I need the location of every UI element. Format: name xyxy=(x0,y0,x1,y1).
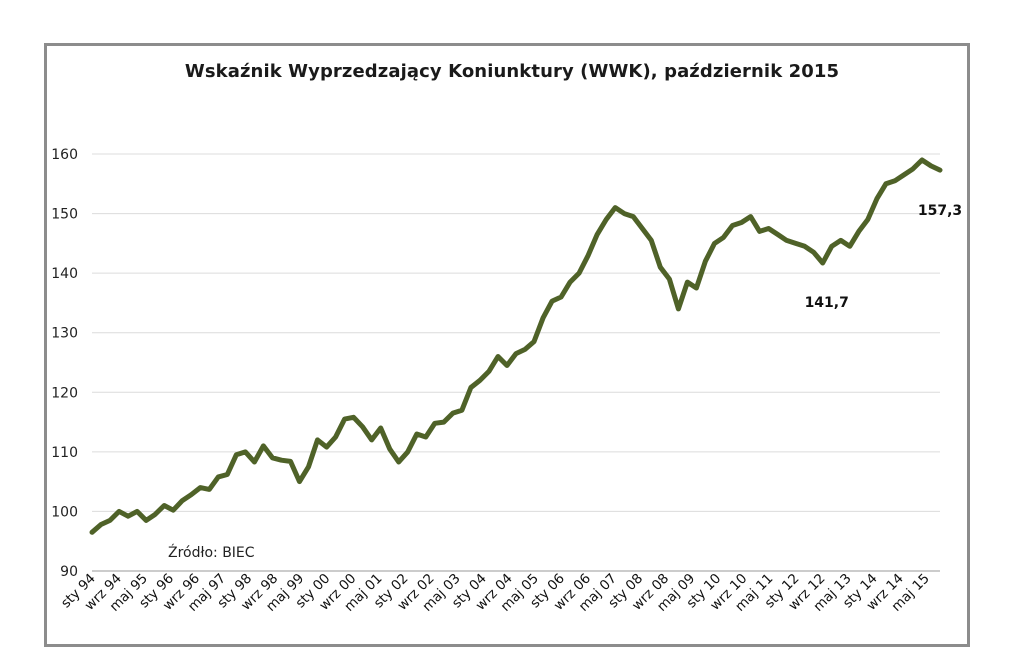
chart-title: Wskaźnik Wyprzedzający Koniunktury (WWK)… xyxy=(184,61,840,82)
y-tick-label: 90 xyxy=(60,564,78,580)
y-tick-label: 120 xyxy=(51,385,78,401)
data-label: 141,7 xyxy=(805,295,849,311)
y-tick-label: 160 xyxy=(51,147,78,163)
gridlines xyxy=(92,153,940,572)
source-note: Źródło: BIEC xyxy=(168,543,255,561)
y-tick-label: 100 xyxy=(51,504,78,520)
chart-frame xyxy=(44,43,970,647)
y-tick-label: 130 xyxy=(51,326,78,342)
y-axis-ticks: 90 100 110 120 130 140 150 160 xyxy=(51,147,78,580)
y-tick-label: 110 xyxy=(51,445,78,461)
annotations: 141,7 157,3 xyxy=(805,203,963,311)
data-label: 157,3 xyxy=(918,203,962,219)
y-tick-label: 150 xyxy=(51,207,78,223)
series-line xyxy=(89,157,943,535)
y-tick-label: 140 xyxy=(51,266,78,282)
